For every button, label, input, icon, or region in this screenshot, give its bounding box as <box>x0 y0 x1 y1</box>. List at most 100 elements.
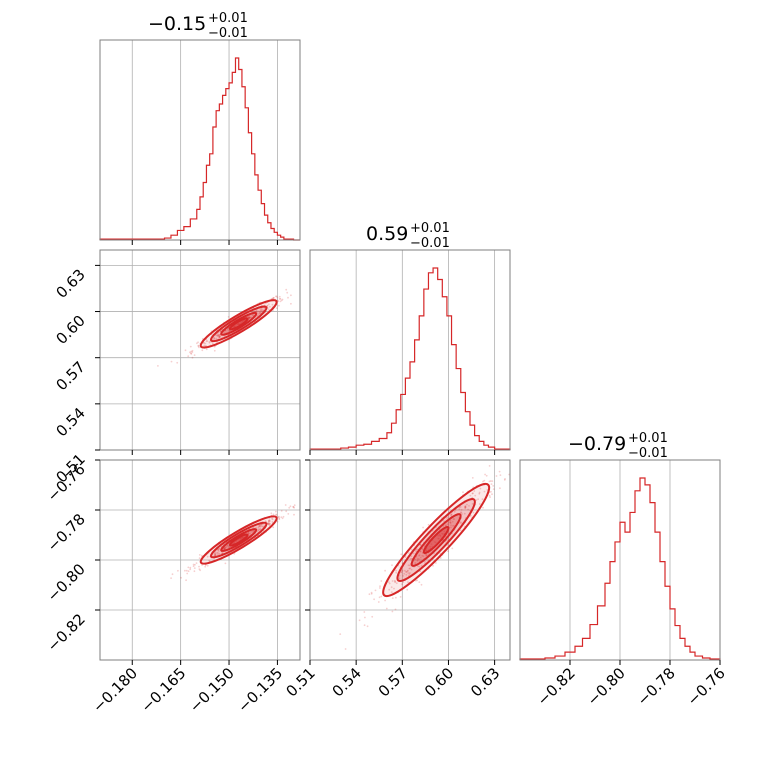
scatter-point <box>267 520 270 522</box>
scatter-point <box>378 596 381 599</box>
contour-level-1 <box>199 299 278 349</box>
scatter-point <box>379 587 381 589</box>
scatter-point <box>268 522 271 524</box>
scatter-point <box>459 521 462 523</box>
scatter-point <box>466 503 468 506</box>
scatter-point <box>216 551 219 554</box>
scatter-point <box>398 574 401 577</box>
scatter-point <box>402 575 404 577</box>
scatter-point <box>450 524 452 527</box>
scatter-point <box>278 298 281 300</box>
scatter-point <box>211 342 214 345</box>
scatter-point <box>420 564 423 567</box>
scatter-point <box>407 569 409 572</box>
scatter-point <box>259 311 262 313</box>
scatter-point <box>278 295 281 298</box>
title-param-2-minus: −0.01 <box>410 236 450 251</box>
scatter-point <box>214 554 216 556</box>
scatter-point <box>270 512 273 515</box>
scatter-point <box>257 529 259 531</box>
scatter-point <box>218 336 221 339</box>
contour-level-2 <box>209 521 268 559</box>
scatter-point <box>414 558 416 561</box>
scatter-point <box>184 349 187 352</box>
scatter-point <box>460 511 463 514</box>
scatter-point <box>218 333 220 336</box>
scatter-point <box>256 311 259 314</box>
scatter-point <box>453 510 456 513</box>
scatter-point <box>281 298 284 301</box>
scatter-point <box>416 579 419 582</box>
scatter-point <box>452 518 455 520</box>
scatter-point <box>204 342 207 345</box>
scatter-point <box>394 581 396 584</box>
scatter-point <box>384 599 386 602</box>
scatter-point <box>216 552 218 555</box>
scatter-point <box>393 579 396 582</box>
scatter-point <box>266 304 269 307</box>
scatter-point <box>363 624 366 627</box>
scatter-point <box>198 346 200 349</box>
scatter-point <box>262 525 264 528</box>
scatter-point <box>410 548 413 551</box>
scatter-point <box>257 314 260 316</box>
scatter-point <box>459 511 462 514</box>
scatter-point <box>224 562 227 565</box>
scatter-point <box>237 323 240 326</box>
scatter-point <box>432 564 434 567</box>
scatter-point <box>197 345 200 347</box>
scatter-point <box>385 607 388 610</box>
scatter-point <box>370 591 373 594</box>
scatter-point <box>206 340 209 342</box>
scatter-point <box>251 314 254 316</box>
scatter-point <box>259 528 262 531</box>
title-param-3-minus: −0.01 <box>628 446 668 461</box>
scatter-point <box>189 566 192 569</box>
scatter-point <box>464 505 467 508</box>
scatter-point <box>374 589 377 592</box>
scatter-point <box>268 523 271 525</box>
scatter-point <box>206 564 209 567</box>
scatter-point <box>459 522 462 524</box>
scatter-point <box>186 572 189 575</box>
scatter-point <box>157 365 159 367</box>
scatter-point <box>272 297 274 300</box>
scatter-point <box>250 530 253 533</box>
scatter-point <box>247 532 250 535</box>
scatter-point <box>216 341 218 344</box>
scatter-point <box>189 351 191 354</box>
scatter-point <box>257 527 260 529</box>
scatter-point <box>275 295 278 298</box>
scatter-point <box>418 554 420 557</box>
scatter-point <box>206 555 209 558</box>
scatter-point <box>420 583 423 586</box>
scatter-point <box>491 493 493 496</box>
scatter-point <box>391 580 394 582</box>
scatter-point <box>286 291 289 294</box>
scatter-point <box>267 522 270 525</box>
scatter-point <box>198 565 200 568</box>
contour-level-4 <box>422 525 450 555</box>
scatter-point <box>278 304 280 307</box>
scatter-point <box>252 530 254 533</box>
scatter-point <box>268 519 270 522</box>
scatter-point <box>232 326 235 328</box>
scatter-point <box>215 337 218 340</box>
scatter-point <box>472 492 474 495</box>
scatter-point <box>258 311 261 314</box>
scatter-point <box>191 356 194 359</box>
scatter-point <box>184 569 186 572</box>
scatter-point <box>472 511 475 514</box>
scatter-point <box>248 316 251 319</box>
scatter-point <box>240 320 243 323</box>
scatter-point <box>213 345 216 348</box>
scatter-point <box>446 523 449 526</box>
scatter-point <box>267 523 270 526</box>
scatter-point <box>213 337 216 340</box>
scatter-point <box>218 336 221 339</box>
scatter-point <box>384 569 386 572</box>
scatter-point <box>197 344 200 347</box>
scatter-point <box>399 596 402 598</box>
scatter-point <box>390 586 393 589</box>
scatter-point <box>260 307 263 310</box>
